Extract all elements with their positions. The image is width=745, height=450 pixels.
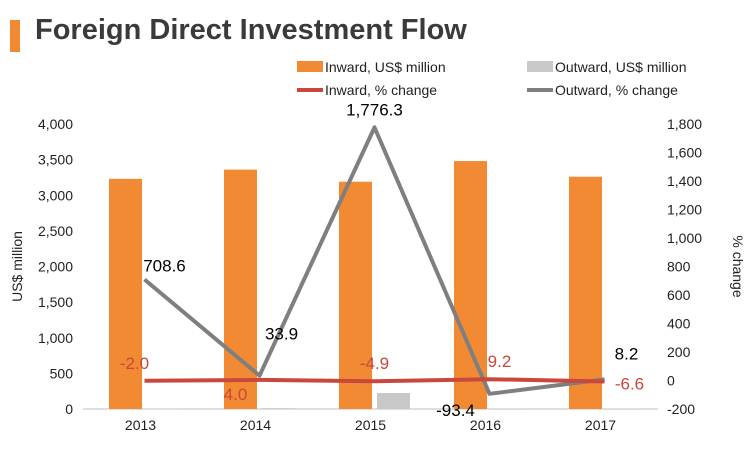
y-tick-label: 500 xyxy=(50,365,74,381)
data-label-outward: 1,776.3 xyxy=(346,100,403,119)
data-label-inward: 4.0 xyxy=(224,385,248,404)
y-right-tick-label: 0 xyxy=(667,373,675,389)
y-right-tick-label: 1,200 xyxy=(667,202,702,218)
line-inward-pct xyxy=(144,377,605,384)
legend-inward-bar-label: Inward, US$ million xyxy=(325,59,446,75)
y-tick-label: 4,000 xyxy=(38,116,73,132)
data-label-outward: 33.9 xyxy=(265,325,298,344)
data-label-outward: 8.2 xyxy=(615,344,639,363)
data-label-outward: -93.4 xyxy=(436,401,475,420)
bar-inward xyxy=(569,176,602,409)
line-outward-pct xyxy=(143,125,605,396)
x-tick-label: 2015 xyxy=(355,417,386,433)
chart-title: Foreign Direct Investment Flow xyxy=(35,14,467,46)
y-tick-label: 3,500 xyxy=(38,152,73,168)
y-tick-label: 2,500 xyxy=(38,223,73,239)
bar-outward xyxy=(262,408,295,410)
bar-inward xyxy=(339,181,372,409)
y-axis-title: US$ million xyxy=(9,231,25,302)
data-label-inward: -6.6 xyxy=(615,374,644,393)
y-right-axis-title: % change xyxy=(730,235,745,297)
y-right-tick-label: 1,000 xyxy=(667,230,702,246)
y-tick-label: 0 xyxy=(65,401,73,417)
x-tick-label: 2017 xyxy=(585,417,616,433)
y-tick-label: 2,000 xyxy=(38,259,73,275)
legend-outward-bar-swatch xyxy=(527,61,553,72)
bar-outward xyxy=(147,408,180,410)
title-accent-bar xyxy=(10,20,20,52)
y-right-tick-label: 1,800 xyxy=(667,116,702,132)
y-tick-label: 3,000 xyxy=(38,187,73,203)
data-label-inward: -4.9 xyxy=(360,354,389,373)
x-tick-label: 2014 xyxy=(240,417,271,433)
legend-outward-bar-label: Outward, US$ million xyxy=(555,59,687,75)
y-right-tick-label: 600 xyxy=(667,287,691,303)
y-tick-label: 1,000 xyxy=(38,330,73,346)
bar-outward xyxy=(607,408,640,410)
bar-inward xyxy=(109,178,142,409)
bar-outward xyxy=(492,408,525,410)
y-right-tick-label: 1,400 xyxy=(667,173,702,189)
bar-outward xyxy=(377,392,410,409)
data-label-inward: -2.0 xyxy=(120,354,149,373)
legend-inward-line-label: Inward, % change xyxy=(325,82,437,98)
y-right-tick-label: -200 xyxy=(667,401,695,417)
x-tick-label: 2013 xyxy=(125,417,156,433)
y-tick-label: 1,500 xyxy=(38,294,73,310)
bar-inward xyxy=(454,161,487,409)
legend-outward-line-label: Outward, % change xyxy=(555,82,678,98)
y-right-tick-label: 400 xyxy=(667,316,691,332)
x-tick-label: 2016 xyxy=(470,417,501,433)
y-right-tick-label: 200 xyxy=(667,344,691,360)
bar-inward xyxy=(224,169,257,409)
y-right-tick-label: 1,600 xyxy=(667,145,702,161)
y-right-tick-label: 800 xyxy=(667,259,691,275)
legend-inward-bar-swatch xyxy=(297,61,323,72)
data-label-outward: 708.6 xyxy=(143,257,186,276)
data-label-inward: 9.2 xyxy=(488,352,512,371)
